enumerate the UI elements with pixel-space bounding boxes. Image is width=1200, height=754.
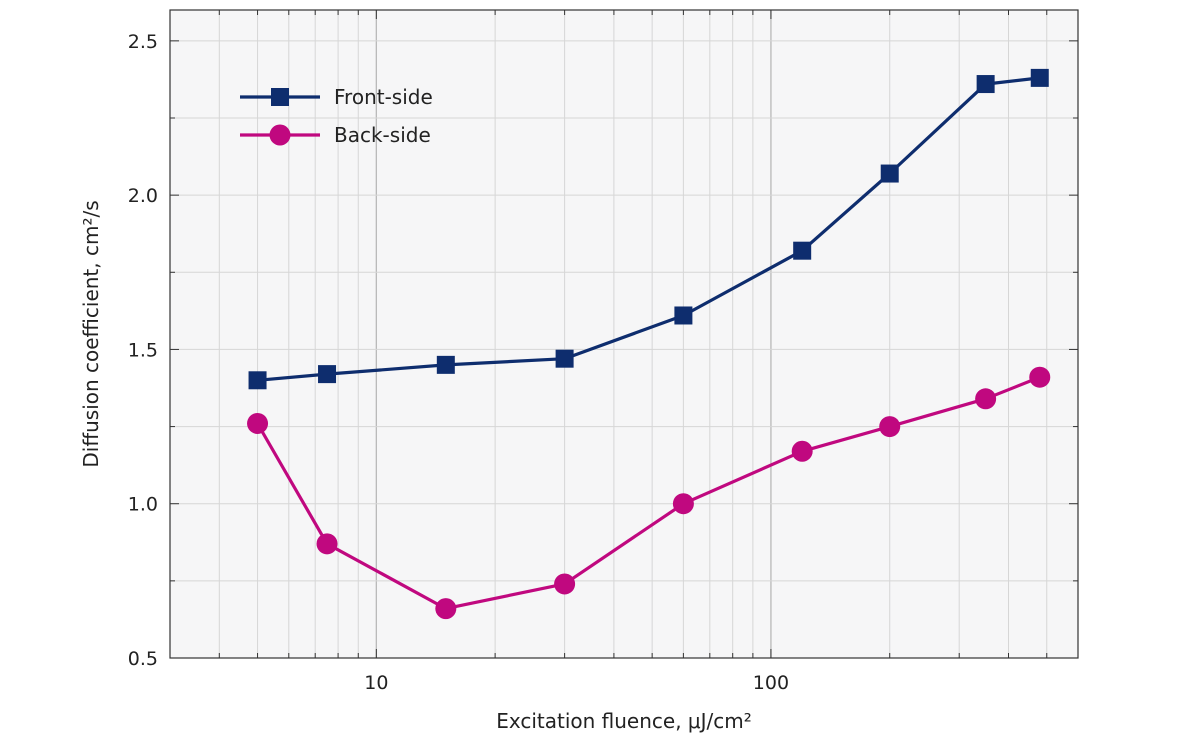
y-axis-title: Diffusion coefficient, cm²/s (79, 200, 103, 467)
y-tick-label: 0.5 (128, 648, 158, 670)
x-tick-label: 100 (753, 672, 789, 694)
plot-frame (169, 9, 1079, 659)
x-tick-label: 10 (364, 672, 388, 694)
legend-marker-back-side (269, 124, 291, 146)
data-point-front-side (976, 75, 995, 94)
legend-item-back-side: Back-side (240, 123, 431, 147)
legend: Front-side Back-side (240, 85, 433, 147)
data-point-front-side (555, 349, 574, 368)
series-back-side (247, 366, 1051, 620)
data-point-front-side (880, 164, 899, 183)
data-point-back-side (672, 493, 694, 515)
legend-label-front-side: Front-side (334, 85, 433, 109)
data-point-front-side (318, 365, 337, 384)
legend-item-front-side: Front-side (240, 85, 433, 109)
x-axis-title: Excitation fluence, μJ/cm² (496, 709, 752, 733)
y-tick-label: 2.0 (128, 185, 158, 207)
data-point-front-side (793, 241, 812, 260)
data-point-front-side (674, 306, 693, 325)
data-point-back-side (791, 440, 813, 462)
data-point-front-side (436, 355, 455, 374)
data-point-back-side (554, 573, 576, 595)
y-tick-label: 2.5 (128, 31, 158, 53)
data-point-back-side (879, 416, 901, 438)
legend-marker-front-side (271, 88, 289, 106)
data-point-back-side (247, 412, 269, 434)
data-point-back-side (435, 598, 457, 620)
y-tick-label: 1.5 (128, 339, 158, 361)
legend-label-back-side: Back-side (334, 123, 431, 147)
series-layer (247, 68, 1051, 620)
axis-ticks: 10 100 0.5 1.0 1.5 2.0 2.5 (128, 10, 1078, 694)
data-point-front-side (1030, 68, 1049, 87)
series-front-side (248, 68, 1049, 390)
data-point-back-side (975, 388, 997, 410)
data-point-back-side (1029, 366, 1051, 388)
data-point-front-side (248, 371, 267, 390)
y-tick-label: 1.0 (128, 494, 158, 516)
plot-area (170, 10, 1078, 658)
plot-border (169, 9, 1079, 659)
data-point-back-side (316, 533, 338, 555)
